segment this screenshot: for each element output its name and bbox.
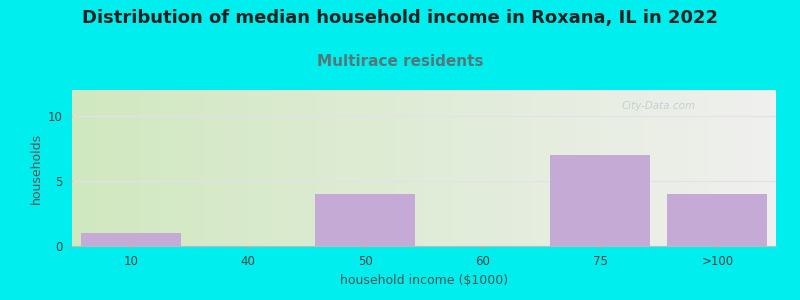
Text: Distribution of median household income in Roxana, IL in 2022: Distribution of median household income … [82,9,718,27]
Bar [550,155,650,246]
Text: Multirace residents: Multirace residents [317,54,483,69]
X-axis label: household income ($1000): household income ($1000) [340,274,508,286]
Bar [667,194,767,246]
Bar [81,233,181,246]
Bar [315,194,415,246]
Text: City-Data.com: City-Data.com [621,101,695,111]
Y-axis label: households: households [30,132,42,204]
